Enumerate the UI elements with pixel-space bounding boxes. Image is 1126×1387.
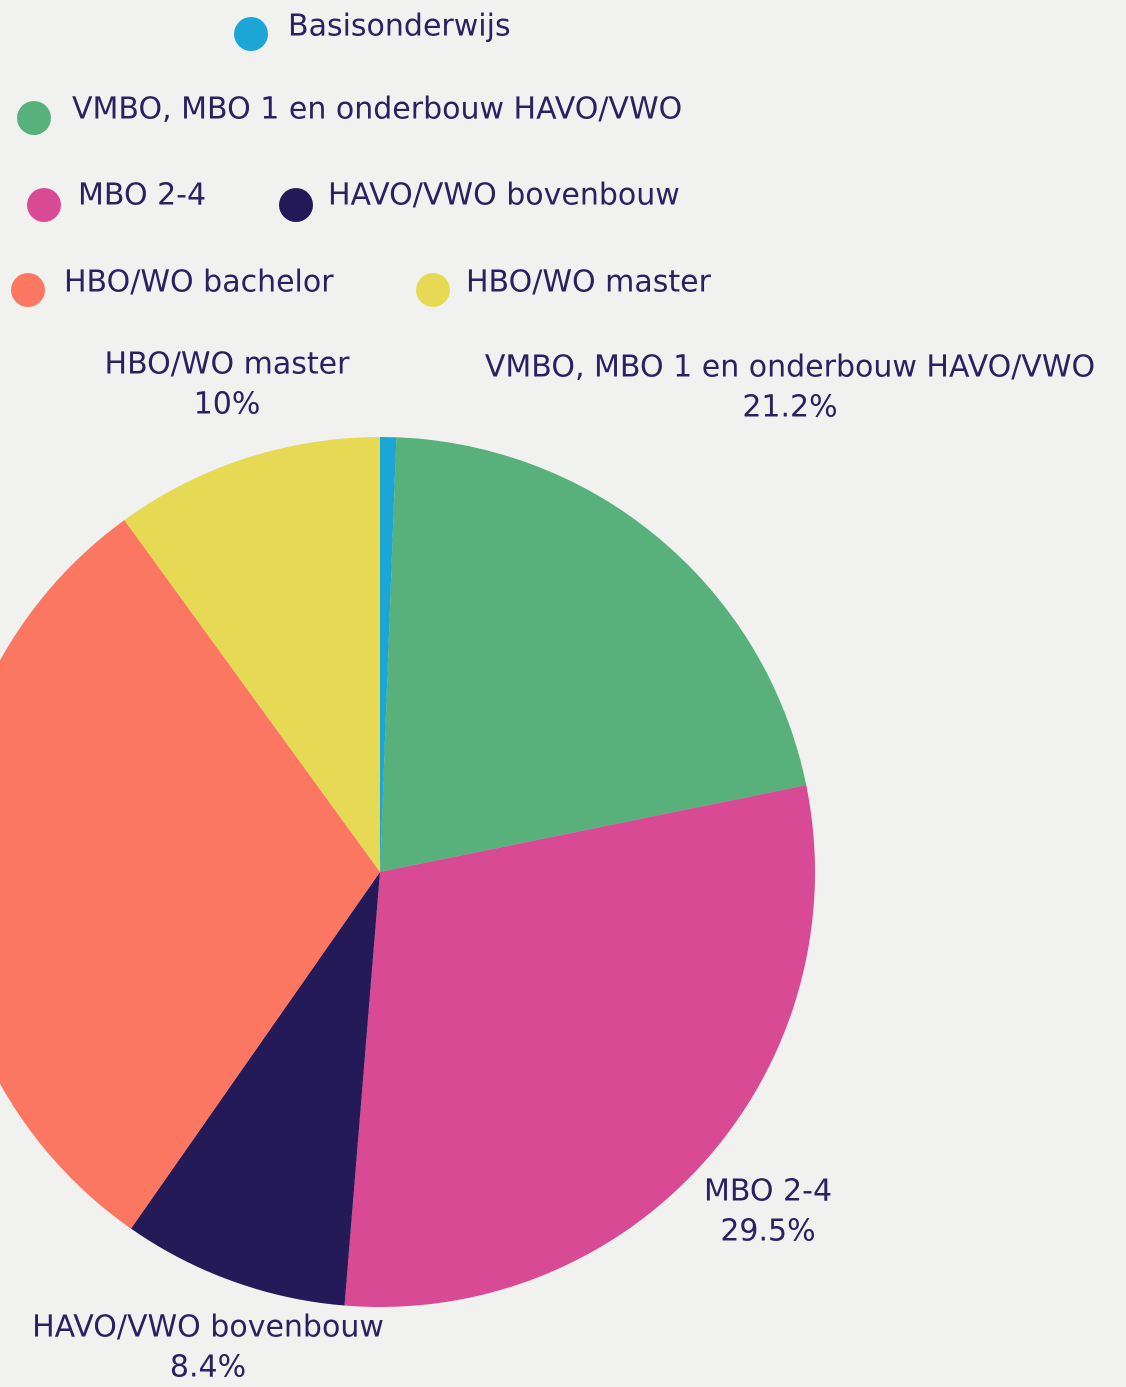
legend-swatch <box>234 17 268 51</box>
legend-swatch <box>11 273 45 307</box>
slice-label-name: MBO 2-4 <box>704 1174 832 1209</box>
legend-swatch <box>27 188 61 222</box>
slice-label-value: 10% <box>194 387 261 422</box>
pie-slice <box>380 437 807 872</box>
legend-swatch <box>17 101 51 135</box>
slice-label-value: 29.5% <box>720 1214 815 1249</box>
legend-swatch <box>279 188 313 222</box>
legend-swatch <box>416 273 450 307</box>
pie-slice <box>130 872 380 1306</box>
pie-slice <box>344 785 815 1308</box>
legend-label: VMBO, MBO 1 en onderbouw HAVO/VWO <box>72 92 682 127</box>
pie-slice <box>380 437 397 872</box>
slice-label-name: VMBO, MBO 1 en onderbouw HAVO/VWO <box>485 350 1095 385</box>
slice-label-name: HAVO/VWO bovenbouw <box>32 1310 384 1345</box>
slice-label-value: 21.2% <box>742 390 837 425</box>
pie-slice <box>124 437 380 872</box>
legend-label: HBO/WO bachelor <box>64 265 334 300</box>
legend-label: HAVO/VWO bovenbouw <box>328 178 680 213</box>
slice-label-name: HBO/WO master <box>105 347 351 382</box>
pie-slice <box>0 520 380 1229</box>
legend-label: Basisonderwijs <box>288 9 511 44</box>
slice-label-value: 8.4% <box>170 1350 246 1385</box>
legend-label: MBO 2-4 <box>78 178 206 213</box>
legend-label: HBO/WO master <box>466 265 712 300</box>
